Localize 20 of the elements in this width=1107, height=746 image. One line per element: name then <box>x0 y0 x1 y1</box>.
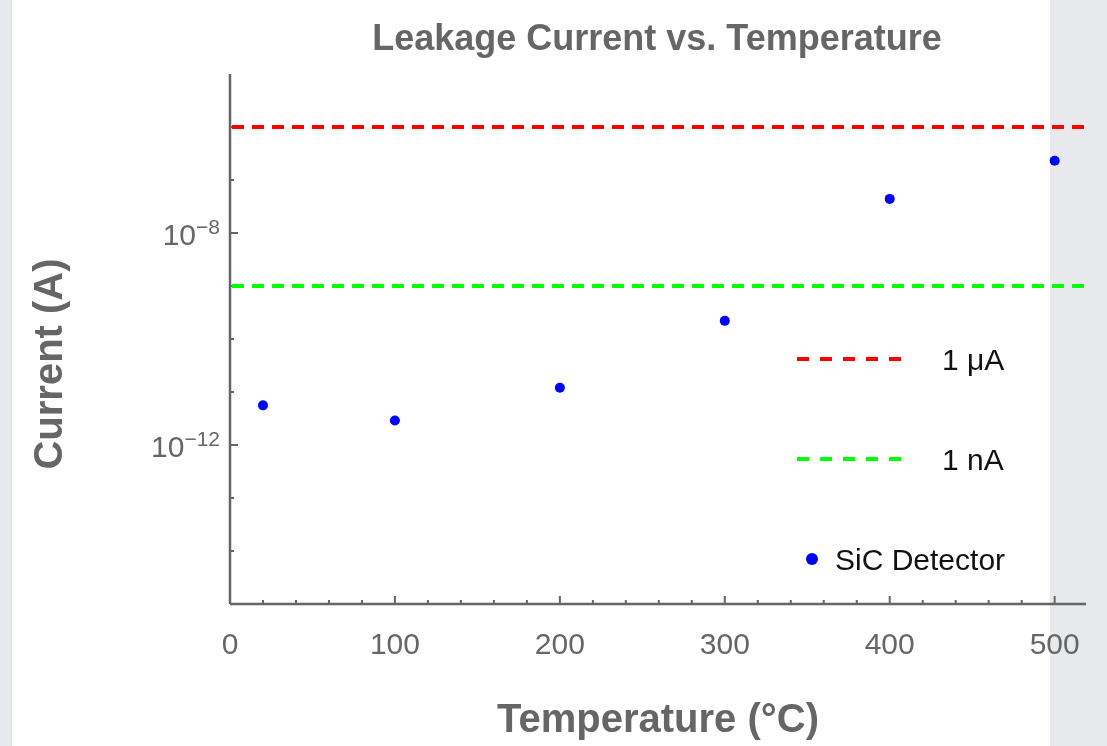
chart-title: Leakage Current vs. Temperature <box>372 17 942 58</box>
point <box>257 400 268 411</box>
legend-label: 1 μA <box>942 343 1005 376</box>
x-axis-title: Temperature (°C) <box>497 696 819 740</box>
point <box>719 315 730 326</box>
x-tick-label: 300 <box>699 627 750 660</box>
x-tick-label: 400 <box>864 627 915 660</box>
legend-label: SiC Detector <box>835 543 1006 576</box>
x-tick-label: 500 <box>1029 627 1080 660</box>
y-tick-label: 10$^{−12}$ <box>151 426 220 463</box>
point <box>554 382 565 393</box>
x-tick-label: 100 <box>369 627 420 660</box>
point <box>389 415 400 426</box>
x-tick-label: 0 <box>221 627 239 660</box>
point <box>1049 155 1060 166</box>
y-axis-title: Current (A) <box>26 258 70 470</box>
x-tick-label: 200 <box>534 627 585 660</box>
y-tick-label: 10$^{−8}$ <box>162 214 220 251</box>
legend-label: 1 nA <box>942 443 1004 476</box>
point <box>884 193 895 204</box>
